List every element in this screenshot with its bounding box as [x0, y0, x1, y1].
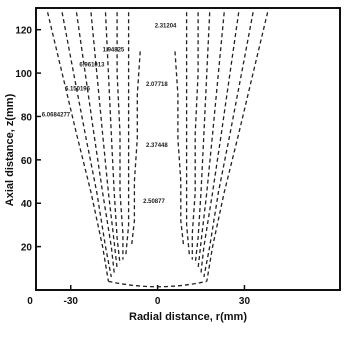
- x-tick-label: -30: [64, 296, 79, 307]
- contour-line-l3-left: [75, 12, 115, 273]
- contour-line-l3-right: [200, 12, 240, 273]
- contour-line-l5-left: [104, 12, 121, 265]
- x-axis-label: Radial distance, r(mm): [129, 311, 247, 323]
- y-tick-label: 120: [15, 26, 32, 37]
- contour-line-l2-left: [61, 12, 112, 278]
- contour-value-label: 6.0684277: [42, 112, 71, 118]
- y-tick-label: 20: [21, 243, 33, 254]
- contour-value-label: 6.150196: [65, 86, 91, 92]
- contour-line-inner-left: [130, 51, 141, 247]
- contour-line-l6-right: [191, 12, 199, 260]
- contour-labels: 2.31204 1.94825 6.961013 2.07718 6.150196 6.0…: [42, 24, 177, 206]
- contour-value-label: 2.31204: [155, 24, 177, 30]
- contour-value-label: 1.94825: [103, 47, 125, 53]
- plot-area: [35, 7, 341, 291]
- contour-value-label: 2.07718: [146, 82, 168, 88]
- contour-line-l7-right: [185, 12, 191, 256]
- contour-line-l4-left: [90, 12, 118, 269]
- contour-value-label: 2.50877: [143, 199, 165, 205]
- contour-line-l5-right: [194, 12, 211, 265]
- contour-line-l7-left: [125, 12, 130, 256]
- contour-value-label: 6.961013: [79, 63, 105, 69]
- x-axis-ticks: -30 0 30: [64, 285, 251, 307]
- contour-line-outer-right: [206, 12, 269, 282]
- plot-frame: [35, 7, 341, 291]
- contour-lines: [46, 12, 269, 288]
- y-axis-label: Axial distance, z(mm): [4, 93, 16, 206]
- origin-label: 0: [27, 296, 33, 307]
- contour-line-l4-right: [197, 12, 225, 269]
- contour-line-l6-left: [116, 12, 124, 260]
- y-axis-ticks: 20 40 60 80 100 120: [15, 26, 41, 254]
- x-tick-label: 0: [155, 296, 161, 307]
- contour-line-l2-right: [203, 12, 254, 278]
- x-tick-label: 30: [239, 296, 251, 307]
- contour-line-outer-left: [46, 12, 110, 282]
- y-tick-label: 80: [21, 112, 33, 123]
- y-tick-label: 60: [21, 156, 33, 167]
- contour-line-inner-right: [174, 51, 185, 247]
- y-tick-label: 40: [21, 199, 33, 210]
- y-tick-label: 100: [15, 69, 32, 80]
- contour-value-label: 2.37448: [146, 143, 168, 149]
